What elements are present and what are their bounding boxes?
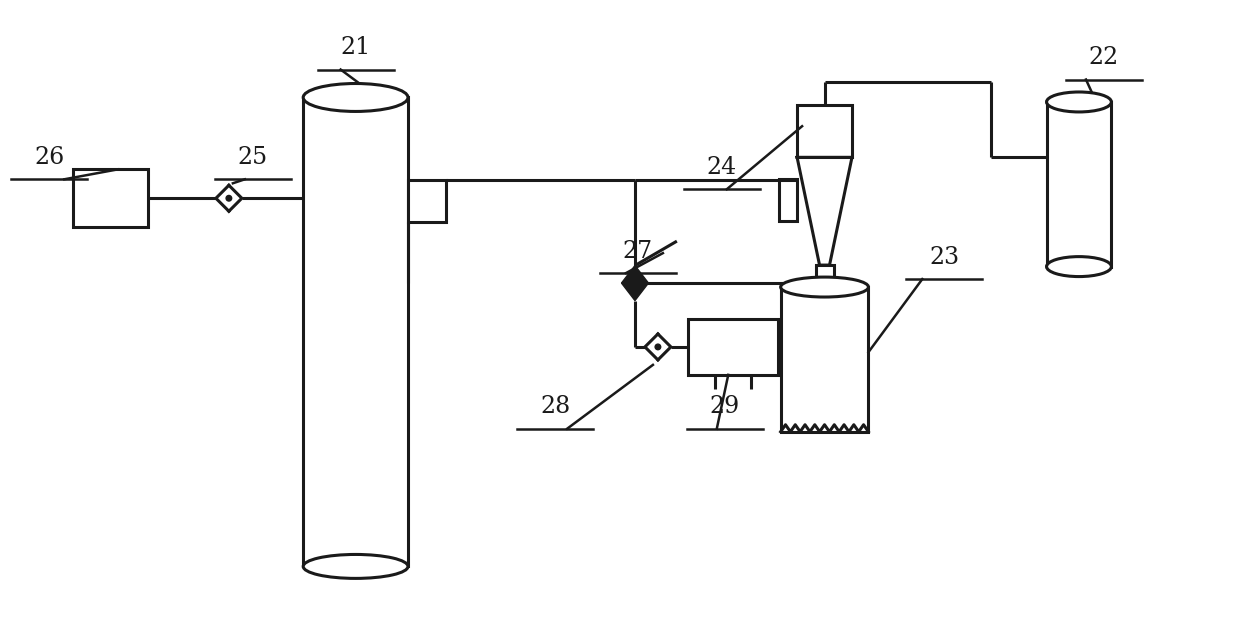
Bar <box>797 105 852 157</box>
Text: 27: 27 <box>622 240 653 262</box>
Text: 22: 22 <box>1089 46 1118 69</box>
Bar <box>304 97 408 566</box>
Text: 24: 24 <box>707 156 737 179</box>
Text: 21: 21 <box>341 36 371 59</box>
Text: 28: 28 <box>541 396 570 418</box>
Ellipse shape <box>304 84 408 111</box>
Ellipse shape <box>1047 92 1111 112</box>
Text: 25: 25 <box>238 146 268 169</box>
Ellipse shape <box>1047 257 1111 277</box>
Text: 26: 26 <box>35 146 64 169</box>
Polygon shape <box>797 157 852 265</box>
Bar <box>408 180 446 222</box>
Text: 29: 29 <box>709 396 740 418</box>
Circle shape <box>226 196 232 201</box>
Bar <box>779 180 797 221</box>
Polygon shape <box>229 185 242 211</box>
Polygon shape <box>216 185 229 211</box>
Bar <box>781 287 868 431</box>
Polygon shape <box>645 334 658 360</box>
Ellipse shape <box>781 277 868 297</box>
Bar <box>816 265 833 287</box>
Polygon shape <box>621 283 649 301</box>
Bar <box>73 170 148 227</box>
Bar <box>1047 102 1111 267</box>
Polygon shape <box>621 266 649 283</box>
Circle shape <box>655 344 661 350</box>
Ellipse shape <box>304 555 408 578</box>
Text: 23: 23 <box>929 246 960 269</box>
Bar <box>688 319 777 375</box>
Polygon shape <box>658 334 671 360</box>
